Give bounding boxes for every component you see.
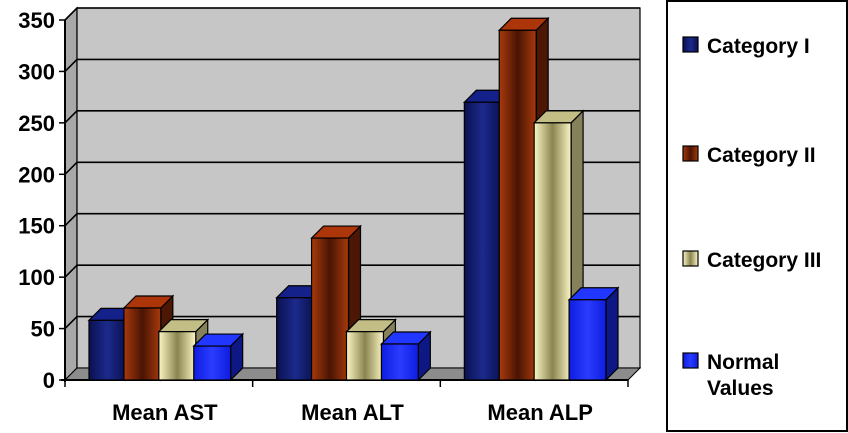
bar-front [276, 297, 315, 381]
x-category-label: Mean ALT [301, 400, 404, 425]
bar-front [498, 29, 537, 381]
bar-front [123, 307, 162, 381]
gridline [64, 7, 640, 21]
bar [379, 330, 432, 382]
bar-front [193, 345, 232, 381]
gridline [64, 264, 640, 278]
y-tick-label: 100 [18, 265, 55, 290]
y-tick-label: 150 [18, 214, 55, 239]
y-tick-label: 300 [18, 59, 55, 84]
gridline [64, 212, 640, 227]
y-axis-ticks: 0 50 100 150 200 250 300 350 [18, 8, 55, 393]
bars [87, 16, 620, 382]
y-tick-label: 200 [18, 162, 55, 187]
bar-side [605, 286, 619, 382]
gridline [64, 58, 640, 72]
bar [157, 318, 210, 382]
bar-front [88, 319, 127, 381]
x-category-label: Mean AST [112, 400, 218, 425]
x-category-label: Mean ALP [487, 400, 593, 425]
legend: Category I Category II Category III Normal V… [666, 0, 848, 432]
legend-label: Category I [707, 35, 810, 58]
y-tick-label: 50 [31, 317, 55, 342]
legend-label: Normal [707, 351, 779, 374]
bar [310, 224, 362, 382]
bar [122, 294, 175, 382]
gridline [64, 315, 640, 330]
legend-swatch [682, 250, 699, 267]
legend-label: Category III [707, 249, 821, 272]
legend-swatch [682, 36, 699, 53]
gridline [64, 161, 640, 175]
bar [567, 286, 620, 382]
x-axis-labels: Mean AST Mean ALT Mean ALP [112, 400, 593, 425]
bar-front [533, 122, 572, 381]
bar-front [568, 299, 607, 381]
bar-front [310, 237, 350, 381]
y-tick-label: 0 [43, 368, 55, 393]
gridlines [64, 7, 640, 330]
legend-swatch [682, 145, 699, 162]
bar-front [380, 343, 419, 381]
legend-label: Category II [707, 144, 816, 167]
bar-front [158, 331, 197, 381]
legend-swatch [682, 352, 699, 369]
bar [192, 332, 245, 382]
side-wall [64, 6, 78, 382]
bar-front [345, 331, 385, 381]
y-tick-label: 250 [18, 111, 55, 136]
gridline [64, 110, 640, 124]
bar-front [463, 101, 502, 381]
y-tick-label: 350 [18, 8, 55, 33]
legend-label: Values [707, 377, 774, 400]
